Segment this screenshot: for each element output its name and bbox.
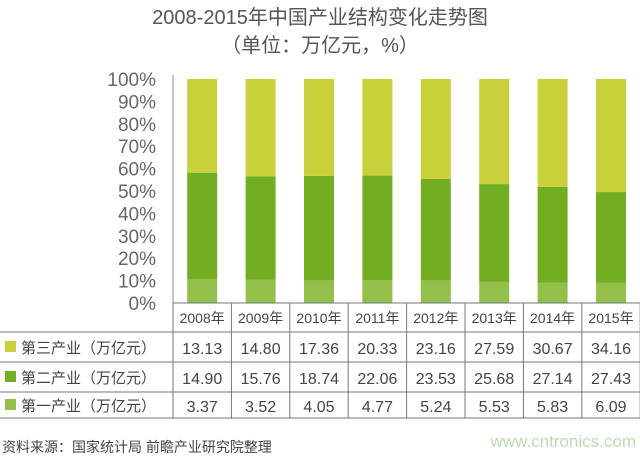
bar-secondary <box>479 184 510 282</box>
y-tick-label: 40% <box>118 204 156 225</box>
bar-tertiary <box>362 79 393 176</box>
data-cell: 25.68 <box>474 371 514 388</box>
source-note: 资料来源：国家统计局 前瞻产业研究院整理 <box>2 439 272 455</box>
data-cell: 23.53 <box>416 371 456 388</box>
bar-tertiary <box>245 79 276 177</box>
bar-tertiary <box>537 79 568 187</box>
bar-secondary <box>362 175 393 281</box>
x-tick-label: 2012年 <box>413 310 458 326</box>
data-cell: 5.24 <box>420 399 451 416</box>
x-tick-label: 2010年 <box>296 310 341 326</box>
legend-label: 第一产业（万亿元） <box>21 397 156 415</box>
x-tick-label: 2011年 <box>355 310 399 326</box>
data-cell: 17.36 <box>299 341 339 358</box>
data-cell: 30.67 <box>533 341 573 358</box>
bar-primary <box>245 279 276 303</box>
bar-tertiary <box>420 79 451 179</box>
bar-secondary <box>420 178 451 281</box>
data-cell: 27.59 <box>474 341 514 358</box>
x-tick-label: 2008年 <box>180 310 225 326</box>
data-cell: 15.76 <box>241 371 281 388</box>
x-tick-label: 2014年 <box>530 310 575 326</box>
bar-tertiary <box>187 79 218 173</box>
y-tick-label: 20% <box>118 249 156 270</box>
bar-tertiary <box>304 79 334 176</box>
y-tick-label: 0% <box>129 294 157 315</box>
data-cell: 18.74 <box>299 371 339 388</box>
bar-primary <box>479 281 510 303</box>
data-cell: 14.90 <box>182 371 222 388</box>
bar-primary <box>596 282 626 303</box>
bar-secondary <box>245 176 276 280</box>
bar-secondary <box>187 172 218 279</box>
data-cell: 5.83 <box>537 399 568 416</box>
data-cell: 20.33 <box>357 341 397 358</box>
data-cell: 13.13 <box>182 341 222 358</box>
bar-secondary <box>596 192 626 283</box>
data-cell: 5.53 <box>479 399 510 416</box>
data-cell: 4.05 <box>303 399 334 416</box>
data-cell: 27.43 <box>591 371 631 388</box>
data-cell: 27.14 <box>533 371 573 388</box>
bar-primary <box>304 280 334 303</box>
y-tick-label: 60% <box>118 160 156 181</box>
bar-tertiary <box>479 79 510 185</box>
y-tick-label: 10% <box>118 272 156 293</box>
data-cell: 3.37 <box>187 399 218 416</box>
legend-swatch <box>5 371 16 382</box>
y-tick-label: 30% <box>118 227 156 248</box>
x-tick-label: 2015年 <box>588 310 633 326</box>
bar-secondary <box>304 175 334 281</box>
watermark: www.cntronics.com <box>490 432 636 451</box>
legend-swatch <box>5 341 16 352</box>
data-cell: 14.80 <box>241 341 281 358</box>
y-tick-label: 70% <box>118 137 156 158</box>
bar-primary <box>420 280 451 303</box>
x-tick-label: 2009年 <box>238 310 283 326</box>
bar-primary <box>187 278 218 303</box>
x-tick-label: 2013年 <box>472 310 517 326</box>
data-cell: 6.09 <box>595 399 626 416</box>
data-cell: 3.52 <box>245 399 276 416</box>
legend-swatch <box>5 399 16 410</box>
legend-label: 第二产业（万亿元） <box>21 369 156 387</box>
chart-title: 2008-2015年中国产业结构变化走势图 <box>152 6 488 29</box>
bar-primary <box>362 280 393 303</box>
bar-tertiary <box>596 79 626 193</box>
y-tick-label: 50% <box>118 182 156 203</box>
legend-label: 第三产业（万亿元） <box>21 339 156 357</box>
y-tick-label: 80% <box>118 115 156 136</box>
data-cell: 34.16 <box>591 341 631 358</box>
data-cell: 23.16 <box>416 341 456 358</box>
bar-secondary <box>537 186 568 283</box>
y-tick-label: 100% <box>107 70 156 91</box>
chart-subtitle: （单位：万亿元，%） <box>221 34 419 57</box>
data-cell: 4.77 <box>362 399 393 416</box>
data-cell: 22.06 <box>357 371 397 388</box>
y-tick-label: 90% <box>118 92 156 113</box>
bar-primary <box>537 282 568 303</box>
